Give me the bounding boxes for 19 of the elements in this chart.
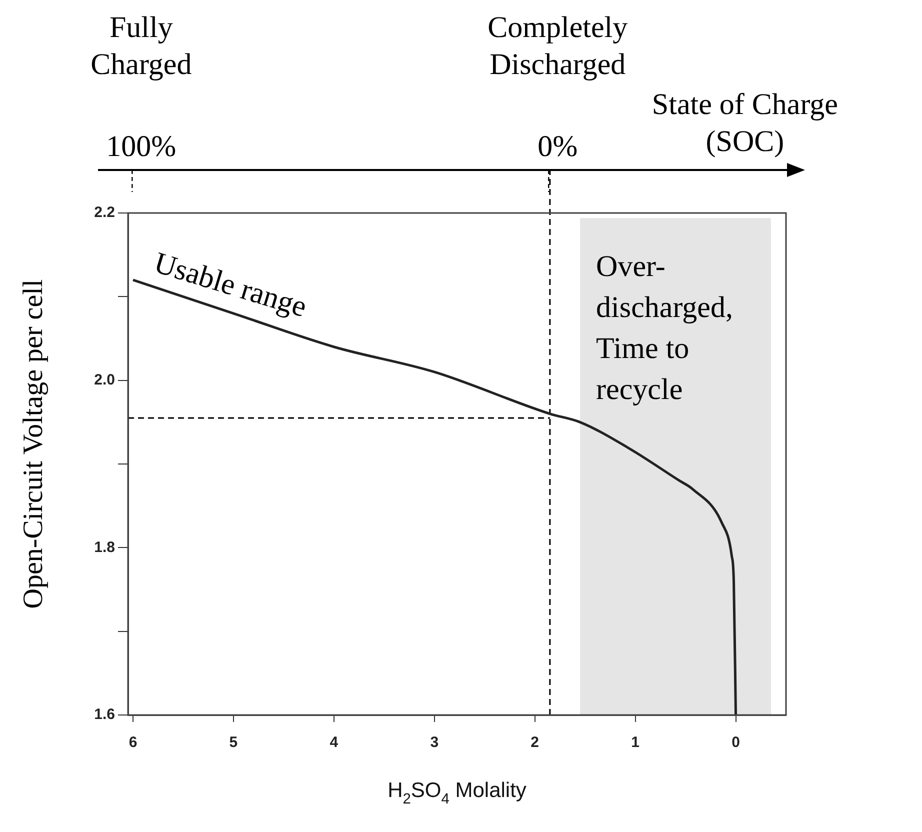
x-tick-label: 6 (128, 734, 138, 752)
x2-tick-label: 100% (106, 130, 176, 163)
x-tick-label: 3 (430, 734, 439, 752)
x2-axis-title: State of Charge (SOC) (652, 88, 838, 158)
y-tick-label: 2.2 (94, 204, 115, 222)
y-axis-title: Open-Circuit Voltage per cell (18, 279, 49, 609)
x-tick-label: 2 (530, 734, 540, 752)
x-tick-label: 4 (330, 734, 339, 752)
y-tick-label: 1.8 (94, 538, 115, 556)
annotation: Usable range (150, 246, 310, 324)
x2-tick-label: 0% (538, 130, 578, 163)
x-tick-label: 5 (229, 734, 238, 752)
text: Completely Discharged (488, 11, 628, 81)
y-tick-label: 1.6 (94, 706, 115, 724)
x-tick-label: 0 (732, 734, 740, 752)
y-tick-label: 2.0 (94, 371, 115, 388)
x-tick-label: 1 (631, 734, 640, 752)
band-label: Over- discharged, Time to recycle (596, 250, 733, 406)
text: Fully Charged (90, 11, 192, 81)
